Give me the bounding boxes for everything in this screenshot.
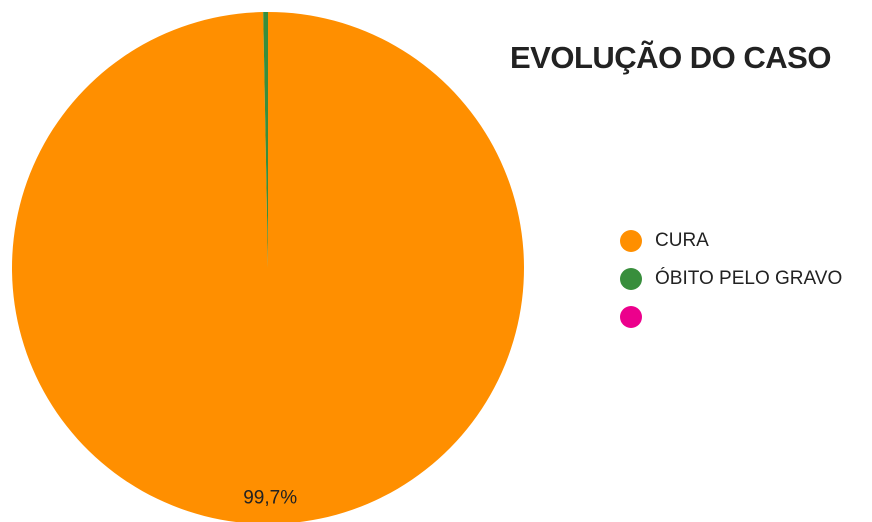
slice-data-label: 99,7% (243, 487, 297, 508)
chart-title: EVOLUÇÃO DO CASO (510, 40, 831, 75)
legend-item[interactable]: CURA (620, 222, 842, 260)
legend-item[interactable] (620, 298, 842, 336)
legend-label: ÓBITO PELO GRAVO (655, 268, 843, 289)
legend-item[interactable]: ÓBITO PELO GRAVO (620, 260, 842, 298)
legend-swatch-icon (620, 268, 642, 290)
legend-label: CURA (655, 230, 709, 251)
legend: CURA ÓBITO PELO GRAVO (620, 222, 842, 336)
pie-slice--bito-pelo-gravo (263, 12, 268, 268)
legend-swatch-icon (620, 306, 642, 328)
pie-slice-cura (12, 12, 524, 522)
legend-swatch-icon (620, 230, 642, 252)
